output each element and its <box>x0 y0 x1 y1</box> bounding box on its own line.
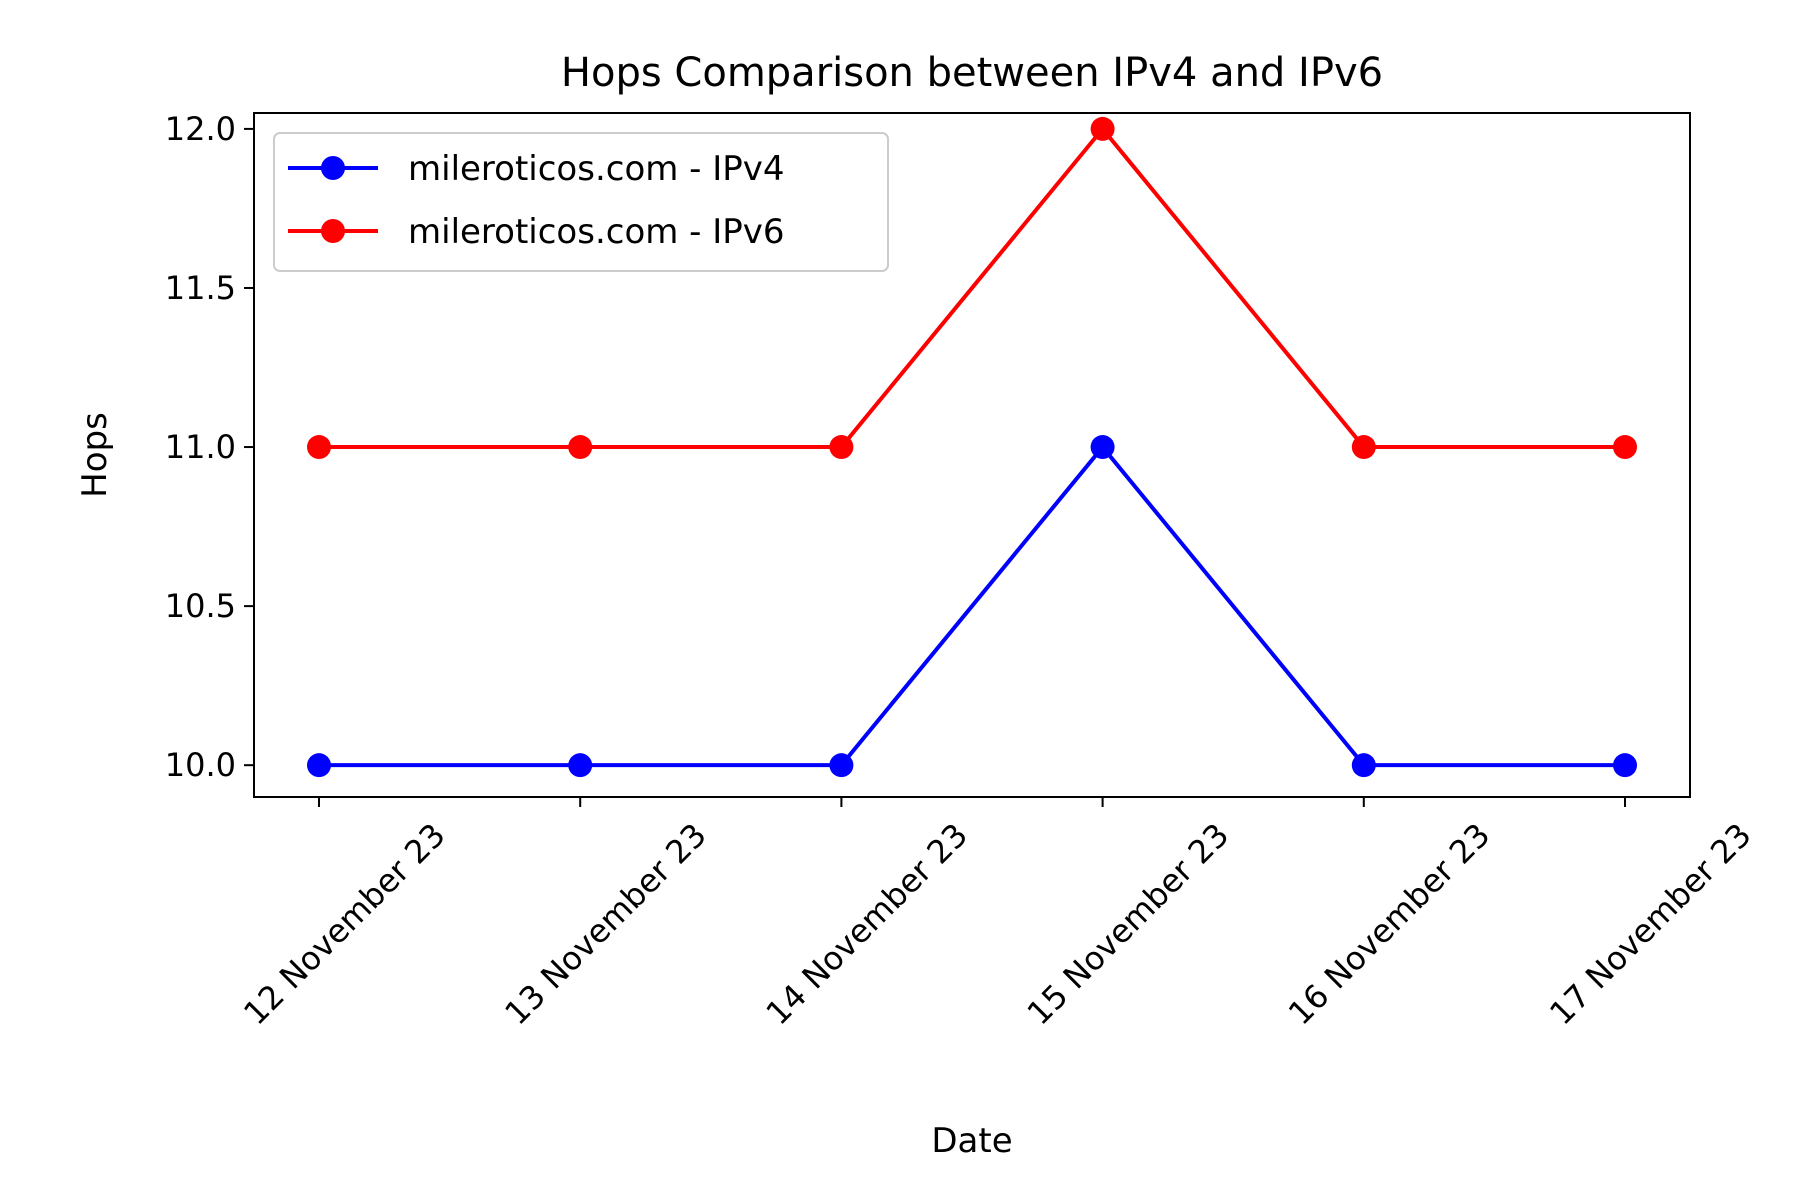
y-axis-label: Hops <box>75 412 115 498</box>
x-axis-label: Date <box>931 1121 1012 1161</box>
series-2-point <box>1090 116 1115 141</box>
series-line-2 <box>319 126 1625 450</box>
y-axis: 10.0 10.5 11.0 11.5 12.0 <box>165 110 254 784</box>
y-tick-label: 11.5 <box>165 269 236 307</box>
series-2-point <box>568 435 593 460</box>
legend: mileroticos.com - IPv4 mileroticos.com - … <box>273 132 889 272</box>
series-1-point <box>829 753 854 778</box>
plot-area <box>307 116 1637 778</box>
series-2-point <box>1351 435 1376 460</box>
y-tick-label: 10.5 <box>165 587 236 625</box>
series-line-1 <box>319 445 1625 768</box>
chart-title: Hops Comparison between IPv4 and IPv6 <box>561 50 1383 96</box>
series-2-point <box>829 435 854 460</box>
plot-frame <box>253 112 1691 798</box>
series-1-point <box>568 753 593 778</box>
y-tick-label: 10.0 <box>165 746 236 784</box>
y-tick-label: 12.0 <box>165 110 236 148</box>
series-1-point <box>1351 753 1376 778</box>
legend-label-1: mileroticos.com - IPv4 <box>408 149 785 189</box>
legend-marker-1 <box>321 156 345 180</box>
series-1-point <box>307 753 331 778</box>
series-2-point <box>1613 435 1637 460</box>
y-tick-label: 11.0 <box>165 428 236 466</box>
series-1-point <box>1090 435 1115 460</box>
series-1-point <box>1613 753 1637 778</box>
legend-marker-2 <box>321 219 345 243</box>
legend-box <box>273 132 889 272</box>
series-2-point <box>307 435 331 460</box>
legend-label-2: mileroticos.com - IPv6 <box>408 212 785 252</box>
